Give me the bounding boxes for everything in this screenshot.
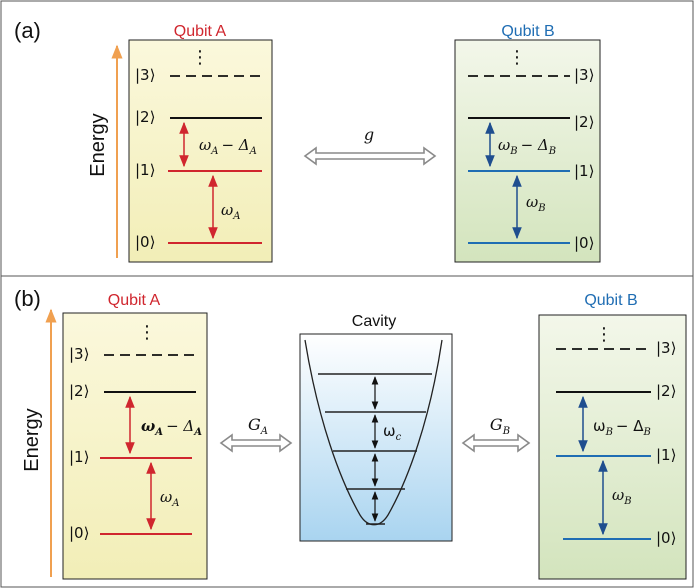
energy-axis-label: Energy: [87, 113, 109, 176]
qubit-b-level-3-label: |3⟩: [656, 339, 676, 357]
qubit-a-gap-21-label: ωA − ΔA: [199, 136, 257, 157]
energy-axis-label: Energy: [21, 408, 43, 471]
qubit-b-gap-21-label: ωB − ΔB: [593, 417, 651, 438]
qubit-a-title: Qubit A: [108, 292, 161, 309]
qubit-b-gap-10-label: ωB: [526, 193, 546, 214]
coupling-ga-label: GA: [248, 415, 268, 437]
qubit-b-level-0-label: |0⟩: [574, 234, 594, 252]
qubit-a-dots: ⋮: [138, 322, 156, 343]
panel-b-label: (b): [14, 286, 41, 311]
coupling-ga-arrow: [219, 433, 293, 453]
qubit-b-level-2-label: |2⟩: [656, 382, 676, 400]
qubit-a-level-3-label: |3⟩: [135, 66, 155, 84]
coupling-g-arrow: [303, 146, 437, 166]
coupling-g-label: g: [364, 125, 374, 144]
panel-a-label: (a): [14, 18, 41, 43]
cavity-box: [299, 333, 453, 542]
qubit-a-gap-10-label: ωA: [160, 488, 179, 509]
qubit-a-level-3-label: |3⟩: [69, 345, 89, 363]
qubit-a-level-1-label: |1⟩: [69, 448, 89, 466]
qubit-a-gap-21-label: ωA − ΔA: [141, 417, 202, 438]
qubit-b-gap-21-label: ωB − ΔB: [498, 136, 556, 157]
qubit-b-box: [454, 39, 601, 263]
qubit-b-box: [538, 314, 687, 580]
qubit-b-gap-10-label: ωB: [612, 486, 632, 507]
qubit-a-level-0-label: |0⟩: [135, 233, 155, 251]
cavity-title: Cavity: [352, 313, 396, 330]
cavity-frequency-label: ωc: [383, 422, 402, 443]
qubit-a-level-2-label: |2⟩: [135, 108, 155, 126]
qubit-a-box: [128, 39, 273, 263]
qubit-a-level-2-label: |2⟩: [69, 382, 89, 400]
qubit-b-title: Qubit B: [501, 23, 554, 40]
qubit-a-dots: ⋮: [191, 47, 209, 68]
qubit-b-title: Qubit B: [584, 292, 637, 309]
cavity-potential-well: [304, 339, 443, 526]
panel-b-frame: [0, 275, 694, 588]
qubit-a-title: Qubit A: [174, 23, 227, 40]
coupling-gb-arrow: [461, 433, 531, 453]
qubit-a-level-1-label: |1⟩: [135, 161, 155, 179]
qubit-b-level-3-label: |3⟩: [574, 66, 594, 84]
qubit-b-dots: ⋮: [595, 324, 613, 345]
qubit-b-level-1-label: |1⟩: [574, 162, 594, 180]
coupling-gb-label: GB: [490, 415, 510, 437]
qubit-b-level-2-label: |2⟩: [574, 113, 594, 131]
qubit-a-level-0-label: |0⟩: [69, 524, 89, 542]
qubit-b-level-1-label: |1⟩: [656, 446, 676, 464]
qubit-a-gap-10-label: ωA: [221, 201, 240, 222]
qubit-b-dots: ⋮: [508, 47, 526, 68]
qubit-b-level-0-label: |0⟩: [656, 529, 676, 547]
